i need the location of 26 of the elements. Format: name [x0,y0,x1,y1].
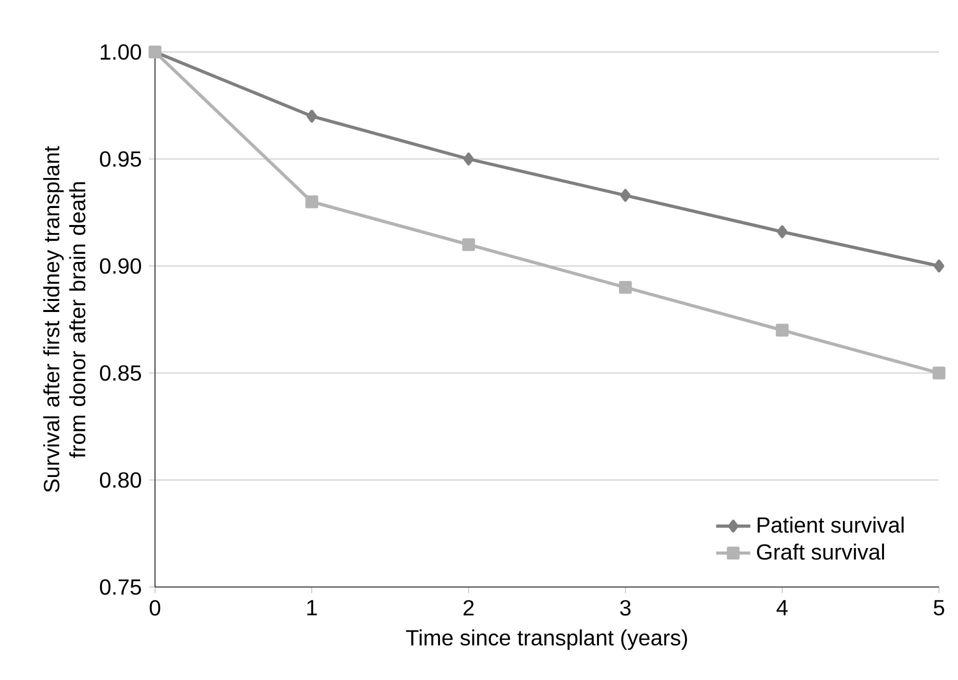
x-tick-label: 4 [776,600,788,616]
point [932,366,946,380]
x-tick-label: 1 [307,600,317,616]
legend-label: Patient survival [758,516,904,533]
point [934,260,944,272]
x-tick-label: 0 [150,600,160,616]
y-tick-label: 0.95 [100,151,141,167]
y-tick-label: 0.75 [100,579,141,595]
point [305,195,318,208]
x-tick-label: 5 [934,600,944,616]
y-tick-label: 1.00 [100,44,142,60]
y-axis-title: Survival after first kidney transplant from donor after brain death [43,146,86,492]
point [777,225,788,238]
point [776,324,789,337]
point [619,280,632,294]
x-tick-label: 3 [620,600,631,616]
point [306,110,318,123]
y-tick-label: 0.90 [100,258,142,274]
legend-label: Graft survival [757,544,884,560]
point [620,188,631,202]
point [462,238,475,251]
y-tick-label: 0.85 [100,365,141,381]
x-tick-label: 2 [464,600,474,616]
x-axis-title: Time since transplant (years) [406,629,688,650]
y-tick-label: 0.80 [100,472,142,488]
point [463,152,474,166]
